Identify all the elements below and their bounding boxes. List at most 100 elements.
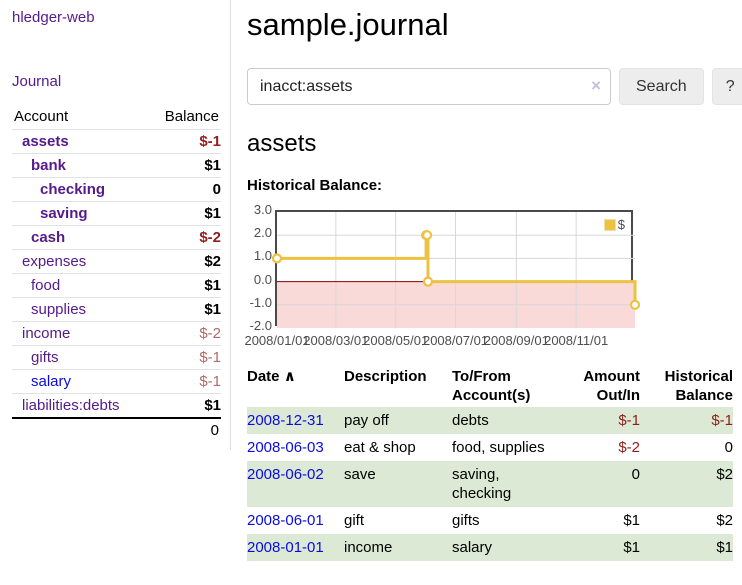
register-date-link[interactable]: 2008-01-01 (247, 539, 324, 556)
account-balance: $1 (148, 298, 221, 322)
register-col-description: Description (344, 365, 452, 407)
sort-ascending-icon: ∧ (284, 368, 296, 385)
account-balance: $1 (148, 202, 221, 226)
sidebar-account-link[interactable]: cash (31, 229, 65, 246)
x-tick-label: 2008/01/01 (244, 333, 309, 348)
account-heading: assets (247, 130, 742, 158)
historical-balance-chart: $ 3.02.01.00.0-1.0-2.0 2008/01/012008/03… (247, 203, 641, 351)
account-row: income $-2 (12, 322, 221, 346)
sidebar-account-link[interactable]: salary (31, 373, 71, 390)
sidebar-account-link[interactable]: gifts (31, 349, 59, 366)
account-row: food $1 (12, 274, 221, 298)
account-row: supplies $1 (12, 298, 221, 322)
search-form: × Search ? (247, 68, 742, 105)
register-description: income (344, 534, 452, 561)
chart-heading: Historical Balance: (247, 177, 742, 194)
accounts-col-header: Account (12, 105, 148, 130)
register-description: pay off (344, 407, 452, 434)
register-amount: 0 (577, 461, 640, 507)
y-tick-label: -2.0 (247, 318, 272, 333)
balance-col-header: Balance (148, 105, 221, 130)
register-accounts: gifts (452, 507, 577, 534)
accounts-table-header: Account Balance (12, 105, 221, 130)
register-col-accounts: To/From Account(s) (452, 365, 577, 407)
sidebar-account-link[interactable]: bank (31, 157, 66, 174)
register-balance: $-1 (640, 407, 733, 434)
register-col-date[interactable]: Date ∧ (247, 365, 344, 407)
register-date-link[interactable]: 2008-06-02 (247, 466, 324, 483)
account-row: bank $1 (12, 154, 221, 178)
clear-search-icon[interactable]: × (591, 76, 601, 96)
register-date-link[interactable]: 2008-06-01 (247, 512, 324, 529)
x-tick-label: 2008/07/01 (423, 333, 488, 348)
brand-link[interactable]: hledger-web (12, 9, 230, 26)
account-row: saving $1 (12, 202, 221, 226)
chart-legend: $ (602, 216, 627, 233)
y-tick-label: 1.0 (247, 248, 272, 263)
register-row: 2008-06-02savesaving, checking0$2 (247, 461, 733, 507)
account-row: gifts $-1 (12, 346, 221, 370)
account-row: checking0 (12, 178, 221, 202)
sidebar-account-link[interactable]: assets (22, 133, 69, 150)
register-balance: $2 (640, 507, 733, 534)
register-date-link[interactable]: 2008-06-03 (247, 439, 324, 456)
sidebar-account-link[interactable]: liabilities:debts (22, 397, 120, 414)
register-row: 2008-06-03eat & shopfood, supplies$-20 (247, 434, 733, 461)
register-row: 2008-01-01incomesalary$1$1 (247, 534, 733, 561)
data-point-marker (631, 301, 639, 309)
search-button[interactable]: Search (619, 68, 704, 105)
account-row: salary$-1 (12, 370, 221, 394)
register-accounts: salary (452, 534, 577, 561)
account-balance: $-1 (148, 130, 221, 154)
balance-chart-plot[interactable]: $ (275, 210, 633, 326)
register-balance: $1 (640, 534, 733, 561)
account-row: liabilities:debts $1 (12, 394, 221, 419)
account-balance: $1 (148, 274, 221, 298)
search-box: × (247, 68, 611, 105)
account-balance: $1 (148, 394, 221, 419)
y-tick-label: 3.0 (247, 202, 272, 217)
register-description: gift (344, 507, 452, 534)
account-balance: $2 (148, 250, 221, 274)
account-row: assets $-1 (12, 130, 221, 154)
sidebar-account-link[interactable]: checking (40, 181, 105, 198)
legend-label: $ (618, 217, 625, 232)
register-table-body: 2008-12-31pay offdebts$-1$-12008-06-03ea… (247, 407, 733, 561)
register-col-balance: Historical Balance (640, 365, 733, 407)
register-row: 2008-12-31pay offdebts$-1$-1 (247, 407, 733, 434)
register-date-link[interactable]: 2008-12-31 (247, 412, 324, 429)
register-balance: 0 (640, 434, 733, 461)
register-amount: $-2 (577, 434, 640, 461)
sidebar-account-link[interactable]: income (22, 325, 70, 342)
y-tick-label: -1.0 (247, 295, 272, 310)
account-row: expenses $2 (12, 250, 221, 274)
search-input[interactable] (247, 68, 611, 105)
data-point-marker (273, 254, 281, 262)
sidebar-account-link[interactable]: supplies (31, 301, 86, 318)
help-button[interactable]: ? (712, 68, 742, 105)
y-tick-label: 0.0 (247, 272, 272, 287)
sidebar-account-link[interactable]: saving (40, 205, 88, 222)
page-title: sample.journal (247, 7, 742, 43)
register-balance: $2 (640, 461, 733, 507)
register-amount: $1 (577, 534, 640, 561)
account-balance: $1 (148, 154, 221, 178)
account-balance: $-1 (148, 346, 221, 370)
register-table: Date ∧ Description To/From Account(s) Am… (247, 365, 733, 561)
accounts-table: Account Balance assets$-1bank$1checking0… (12, 105, 221, 442)
account-balance: $-2 (148, 322, 221, 346)
x-tick-label: 2008/05/01 (363, 333, 428, 348)
sidebar-account-link[interactable]: expenses (22, 253, 86, 270)
x-tick-label: 2008/03/01 (303, 333, 368, 348)
main-content: sample.journal × Search ? assets Histori… (231, 0, 742, 585)
sidebar-account-link[interactable]: food (31, 277, 60, 294)
chart-svg (277, 212, 635, 328)
register-description: eat & shop (344, 434, 452, 461)
legend-swatch-icon (604, 219, 616, 231)
accounts-table-body: assets$-1bank$1checking0saving$1cash$-2e… (12, 130, 221, 419)
sidebar-item-journal[interactable]: Journal (12, 73, 230, 90)
data-point-marker (424, 278, 432, 286)
register-description: save (344, 461, 452, 507)
register-amount: $-1 (577, 407, 640, 434)
x-tick-label: 2008/09/01 (484, 333, 549, 348)
